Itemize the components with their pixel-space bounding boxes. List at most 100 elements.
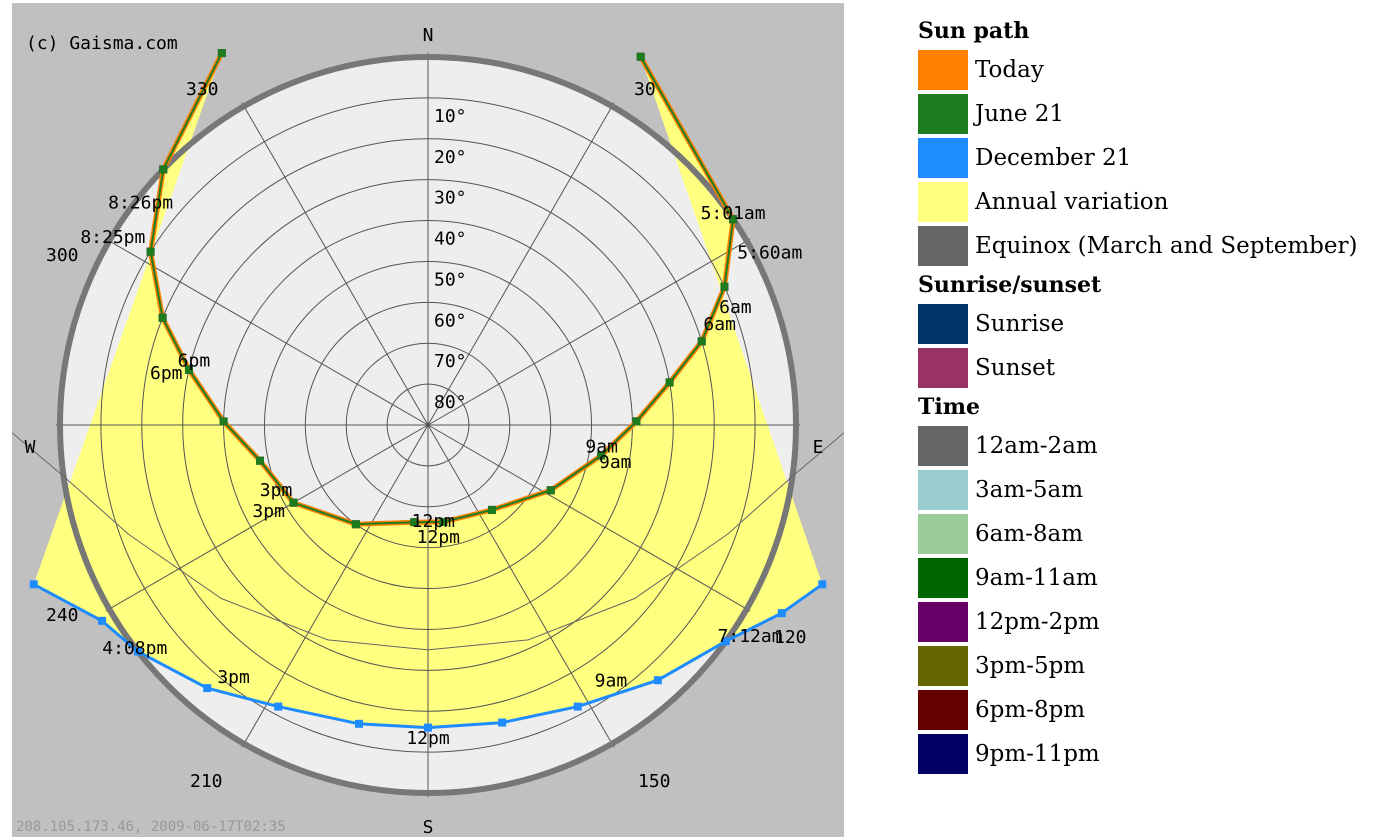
sun-position-point <box>355 719 364 728</box>
legend-swatch <box>918 602 968 642</box>
azimuth-spoke <box>241 102 429 426</box>
annual-variation-area <box>33 53 823 728</box>
legend-item: 9pm-11pm <box>918 732 1378 776</box>
azimuth-spoke <box>427 424 751 612</box>
sun-position-point <box>597 451 606 460</box>
legend-label: 3pm-5pm <box>975 653 1086 679</box>
time-label: 8:26pm <box>108 192 173 213</box>
horizon-rim <box>57 54 799 796</box>
time-label: 12pm <box>417 527 460 548</box>
legend-label: Today <box>975 57 1044 83</box>
legend-swatch <box>918 514 968 554</box>
time-label: 5:60am <box>737 242 802 263</box>
azimuth-label-30: 30 <box>634 79 656 100</box>
watermark: (c) Gaisma.com <box>26 33 178 54</box>
legend-label: 12am-2am <box>975 433 1098 459</box>
sun-position-point <box>29 580 38 589</box>
legend-label: 12pm-2pm <box>975 609 1100 635</box>
azimuth-spoke <box>427 102 615 426</box>
sun-position-point <box>697 337 706 346</box>
legend-item: Today <box>918 48 1378 92</box>
compass-w: W <box>25 437 36 458</box>
legend-swatch <box>918 348 968 388</box>
legend-section-title: Sunrise/sunset <box>918 272 1102 298</box>
legend-item: 12am-2am <box>918 424 1378 468</box>
sun-position-point <box>98 616 107 625</box>
legend-item: 12pm-2pm <box>918 600 1378 644</box>
sun-position-point <box>632 417 641 426</box>
legend-item: 3am-5am <box>918 468 1378 512</box>
legend-swatch <box>918 690 968 730</box>
time-label: 12pm <box>406 728 449 749</box>
azimuth-spoke <box>105 238 429 426</box>
sun-path-plot: N S E W 30 120 150 210 240 300 330 10° 20° 30° 40° 50° 6… <box>12 3 844 837</box>
legend-item: Equinox (March and September) <box>918 224 1378 268</box>
compass-s: S <box>423 817 434 837</box>
sun-position-point <box>665 378 674 387</box>
time-label: 8:25pm <box>80 227 145 248</box>
time-label: 12pm <box>412 511 455 532</box>
sun-position-point <box>729 215 738 224</box>
sun-position-point <box>184 365 193 374</box>
time-label: 9am <box>599 452 632 473</box>
sun-position-point <box>289 498 298 507</box>
altitude-label: 70° <box>434 351 467 372</box>
legend-label: 3am-5am <box>975 477 1084 503</box>
sun-position-point <box>818 580 827 589</box>
sun-position-point <box>219 417 228 426</box>
footer-stamp: 208.105.173.46, 2009-06-17T02:35 <box>16 819 286 835</box>
compass-n: N <box>423 25 434 46</box>
legend-label: Sunset <box>975 355 1056 381</box>
legend-item: 6am-8am <box>918 512 1378 556</box>
legend-swatch <box>918 734 968 774</box>
sun-position-point <box>217 49 226 58</box>
time-label: 9am <box>585 437 618 458</box>
legend: Sun path Today June 21 December 21 Annual va… <box>918 14 1378 776</box>
azimuth-spoke <box>241 424 429 748</box>
legend-swatch <box>918 226 968 266</box>
sun-position-point <box>159 165 168 174</box>
legend-label: December 21 <box>975 145 1132 171</box>
azimuth-label-120: 120 <box>774 627 807 648</box>
legend-label: 9pm-11pm <box>975 741 1100 767</box>
altitude-label: 60° <box>434 310 467 331</box>
legend-swatch <box>918 50 968 90</box>
sun-path-chart: N S E W 30 120 150 210 240 300 330 10° 20° 30° 40° 50° 6… <box>12 3 844 837</box>
legend-label: June 21 <box>975 101 1065 127</box>
legend-item: 9am-11am <box>918 556 1378 600</box>
sun-position-point <box>134 647 143 656</box>
legend-section-title: Sun path <box>918 18 1030 44</box>
legend-swatch <box>918 426 968 466</box>
sun-position-point <box>653 676 662 685</box>
legend-swatch <box>918 646 968 686</box>
sun-position-point <box>410 518 419 527</box>
legend-section-title: Time <box>918 394 981 420</box>
legend-label: 6am-8am <box>975 521 1084 547</box>
time-label: 4:08pm <box>102 638 167 659</box>
altitude-label: 80° <box>434 392 467 413</box>
time-label: 3pm <box>217 667 250 688</box>
sun-position-point <box>721 637 730 646</box>
legend-label: Equinox (March and September) <box>975 233 1358 259</box>
sun-position-point <box>487 505 496 514</box>
legend-item: 3pm-5pm <box>918 644 1378 688</box>
altitude-label: 30° <box>434 188 467 209</box>
legend-swatch <box>918 470 968 510</box>
azimuth-spoke <box>427 238 751 426</box>
equinox-path <box>12 432 844 651</box>
legend-item: 6pm-8pm <box>918 688 1378 732</box>
time-label: 6am <box>719 297 752 318</box>
azimuth-spoke <box>427 424 615 748</box>
sun-position-point <box>203 684 212 693</box>
azimuth-label-240: 240 <box>46 605 79 626</box>
azimuth-label-150: 150 <box>638 771 671 792</box>
time-label: 9am <box>595 670 628 691</box>
time-label: 6am <box>703 314 736 335</box>
altitude-label: 40° <box>434 229 467 250</box>
legend-swatch <box>918 304 968 344</box>
altitude-label: 10° <box>434 106 467 127</box>
sun-position-point <box>274 702 283 711</box>
time-label: 3pm <box>252 501 285 522</box>
legend-label: Annual variation <box>975 189 1169 215</box>
time-label: 3pm <box>260 480 293 501</box>
